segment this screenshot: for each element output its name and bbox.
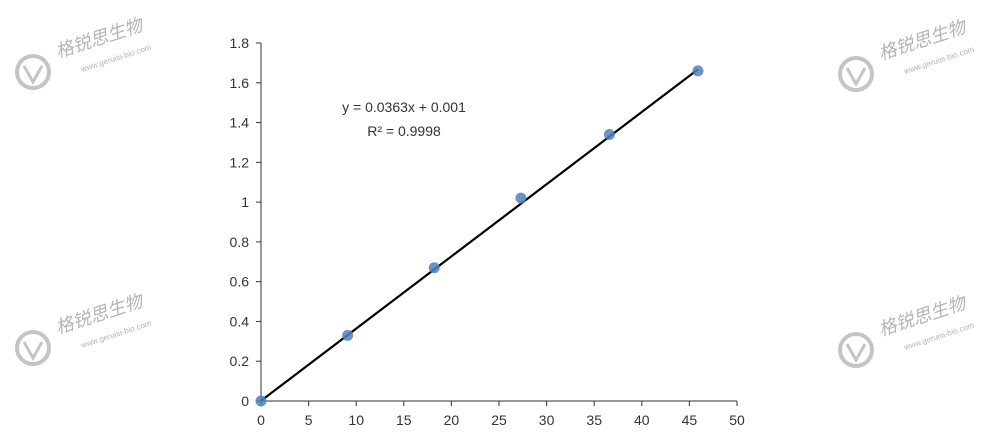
y-tick-label: 1.4 — [230, 115, 250, 131]
watermark-bottom-right: 格锐思生物 www.geruisi-bio.com — [838, 292, 976, 368]
y-tick-label: 0.2 — [230, 353, 250, 369]
data-point — [692, 65, 704, 77]
data-point — [515, 192, 527, 204]
data-point — [255, 395, 267, 407]
watermark-logo-icon — [838, 56, 874, 92]
y-tick-label: 1.8 — [230, 35, 250, 51]
data-points — [255, 65, 704, 407]
x-tick-label: 50 — [729, 412, 745, 428]
data-point — [603, 128, 615, 140]
trendline-equation: y = 0.0363x + 0.001 — [342, 99, 466, 115]
y-tick-label: 1 — [241, 194, 249, 210]
y-tick-label: 1.2 — [230, 154, 250, 170]
watermark-top-right: 格锐思生物 www.geruisi-bio.com — [838, 16, 976, 92]
x-tick-label: 30 — [539, 412, 555, 428]
x-tick-label: 15 — [396, 412, 412, 428]
y-axis-ticks: 0 0.2 0.4 0.6 0.8 1 1.2 1.4 1.6 1.8 — [230, 35, 261, 409]
linear-trendline — [260, 68, 699, 402]
x-tick-label: 5 — [305, 412, 313, 428]
r-squared-label: R² = 0.9998 — [367, 123, 441, 139]
watermark-logo-icon — [15, 54, 51, 90]
y-tick-label: 0.4 — [230, 313, 250, 329]
watermark-logo-icon — [15, 330, 51, 366]
x-tick-label: 20 — [444, 412, 460, 428]
watermark-logo-icon — [838, 332, 874, 368]
watermark-bottom-left: 格锐思生物 www.geruisi-bio.com — [15, 290, 153, 366]
x-tick-label: 45 — [682, 412, 698, 428]
y-tick-label: 0.6 — [230, 274, 250, 290]
x-tick-label: 0 — [257, 412, 265, 428]
x-axis-ticks: 0 5 10 15 20 25 30 35 40 45 50 — [257, 401, 745, 428]
data-point — [428, 262, 440, 274]
x-tick-label: 35 — [586, 412, 602, 428]
watermark-top-left: 格锐思生物 www.geruisi-bio.com — [15, 14, 153, 90]
x-tick-label: 10 — [348, 412, 364, 428]
x-tick-label: 25 — [491, 412, 507, 428]
data-point — [342, 329, 354, 341]
y-tick-label: 0 — [241, 393, 249, 409]
y-tick-label: 0.8 — [230, 234, 250, 250]
y-tick-label: 1.6 — [230, 75, 250, 91]
x-tick-label: 40 — [634, 412, 650, 428]
